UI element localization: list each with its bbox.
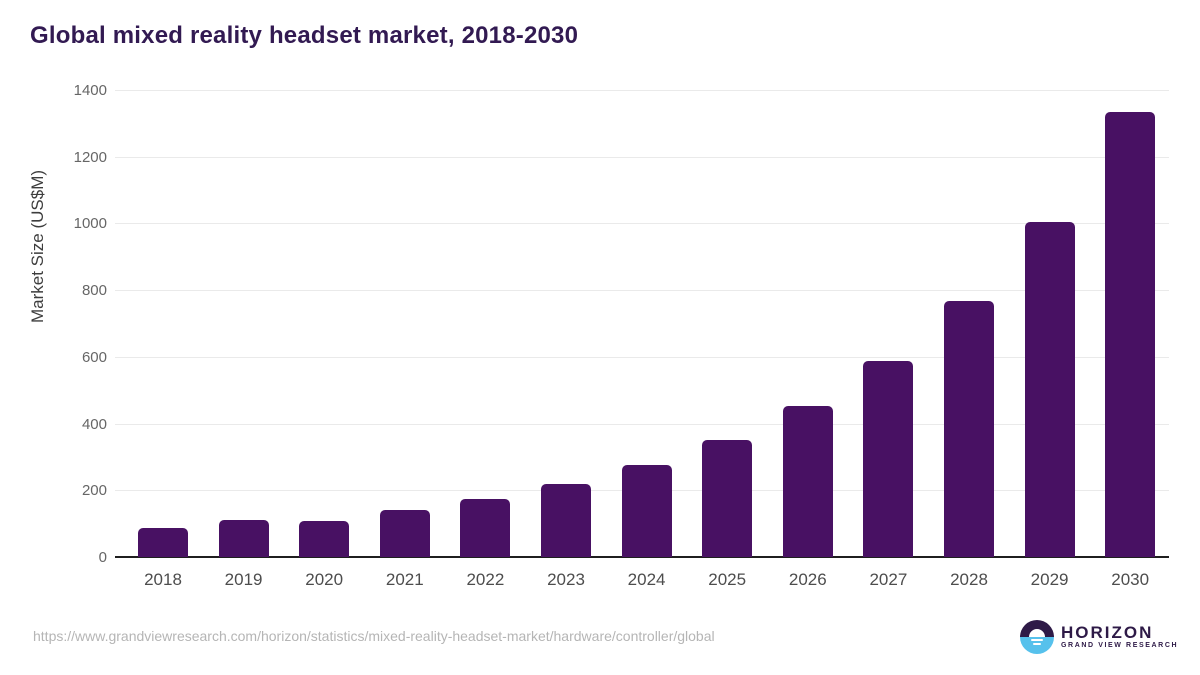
sun-reflection-line <box>1031 639 1043 641</box>
x-tick-label-2029: 2029 <box>1030 570 1069 589</box>
x-axis-line <box>115 556 1169 558</box>
y-tick-label-1000: 1000 <box>73 215 107 233</box>
x-tick-label-2023: 2023 <box>547 570 585 589</box>
x-tick-label-2021: 2021 <box>385 570 424 589</box>
bar-2021 <box>379 509 430 557</box>
bar-2028 <box>944 301 994 557</box>
bar-2024 <box>621 464 672 557</box>
bar-2030 <box>1105 112 1156 557</box>
x-tick-label-2018: 2018 <box>144 570 182 589</box>
bar-2019 <box>218 519 269 557</box>
gridline-800 <box>115 290 1169 292</box>
x-tick-label-2024: 2024 <box>627 570 666 589</box>
plot-area <box>115 90 1169 558</box>
y-tick-label-1200: 1200 <box>73 148 107 166</box>
bar-2020 <box>299 520 350 557</box>
logo-subtitle: GRAND VIEW RESEARCH <box>1061 642 1179 649</box>
bar-2022 <box>460 498 511 557</box>
gridline-1400 <box>115 90 1169 91</box>
logo-text: HORIZON GRAND VIEW RESEARCH <box>1061 624 1178 650</box>
logo-wordmark: HORIZON <box>1061 623 1154 642</box>
x-tick-label-2025: 2025 <box>708 570 747 589</box>
horizon-sun-icon <box>1020 620 1054 654</box>
sun-icon <box>1029 629 1045 637</box>
bar-2025 <box>702 439 753 557</box>
x-tick-label-2020: 2020 <box>305 570 344 589</box>
gridline-1000 <box>115 223 1169 225</box>
x-tick-label-2028: 2028 <box>950 570 988 589</box>
gridline-1200 <box>115 156 1169 158</box>
chart-title: Global mixed reality headset market, 201… <box>30 22 579 49</box>
bar-2023 <box>541 483 591 557</box>
source-url: https://www.grandviewresearch.com/horizo… <box>33 628 715 644</box>
y-tick-label-200: 200 <box>81 482 107 500</box>
x-tick-label-2026: 2026 <box>788 570 827 589</box>
x-tick-label-2019: 2019 <box>224 570 263 589</box>
x-tick-label-2027: 2027 <box>869 570 908 589</box>
bar-2029 <box>1024 221 1075 557</box>
x-tick-label-2022: 2022 <box>466 570 505 589</box>
y-tick-label-600: 600 <box>81 348 107 366</box>
gridline-400 <box>115 423 1169 425</box>
y-tick-label-1400: 1400 <box>73 82 107 99</box>
y-tick-label-0: 0 <box>98 549 107 566</box>
bar-2027 <box>863 360 914 557</box>
gridline-600 <box>115 356 1169 358</box>
y-tick-label-800: 800 <box>81 282 107 300</box>
horizon-logo: HORIZON GRAND VIEW RESEARCH <box>1020 620 1178 654</box>
bar-2026 <box>782 405 833 557</box>
y-tick-label-400: 400 <box>81 415 107 433</box>
bar-2018 <box>138 527 188 557</box>
x-tick-label-2030: 2030 <box>1111 570 1150 589</box>
sun-reflection-line <box>1033 643 1041 645</box>
